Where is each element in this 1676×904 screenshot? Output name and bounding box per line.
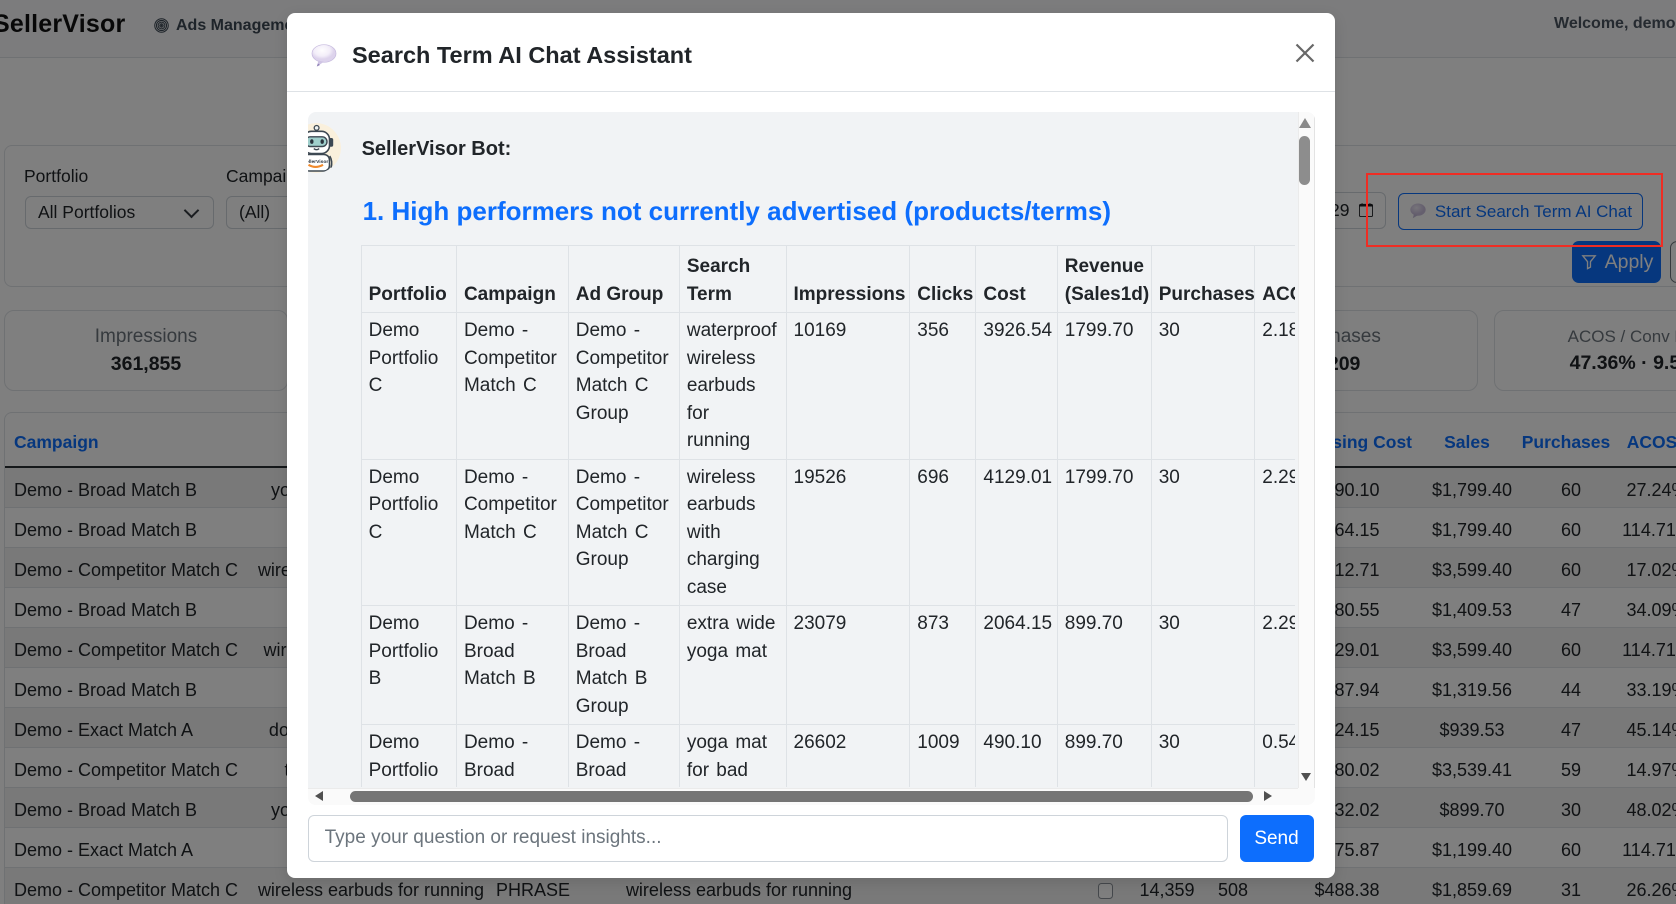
svg-text:SellerVisor: SellerVisor [308,159,328,165]
